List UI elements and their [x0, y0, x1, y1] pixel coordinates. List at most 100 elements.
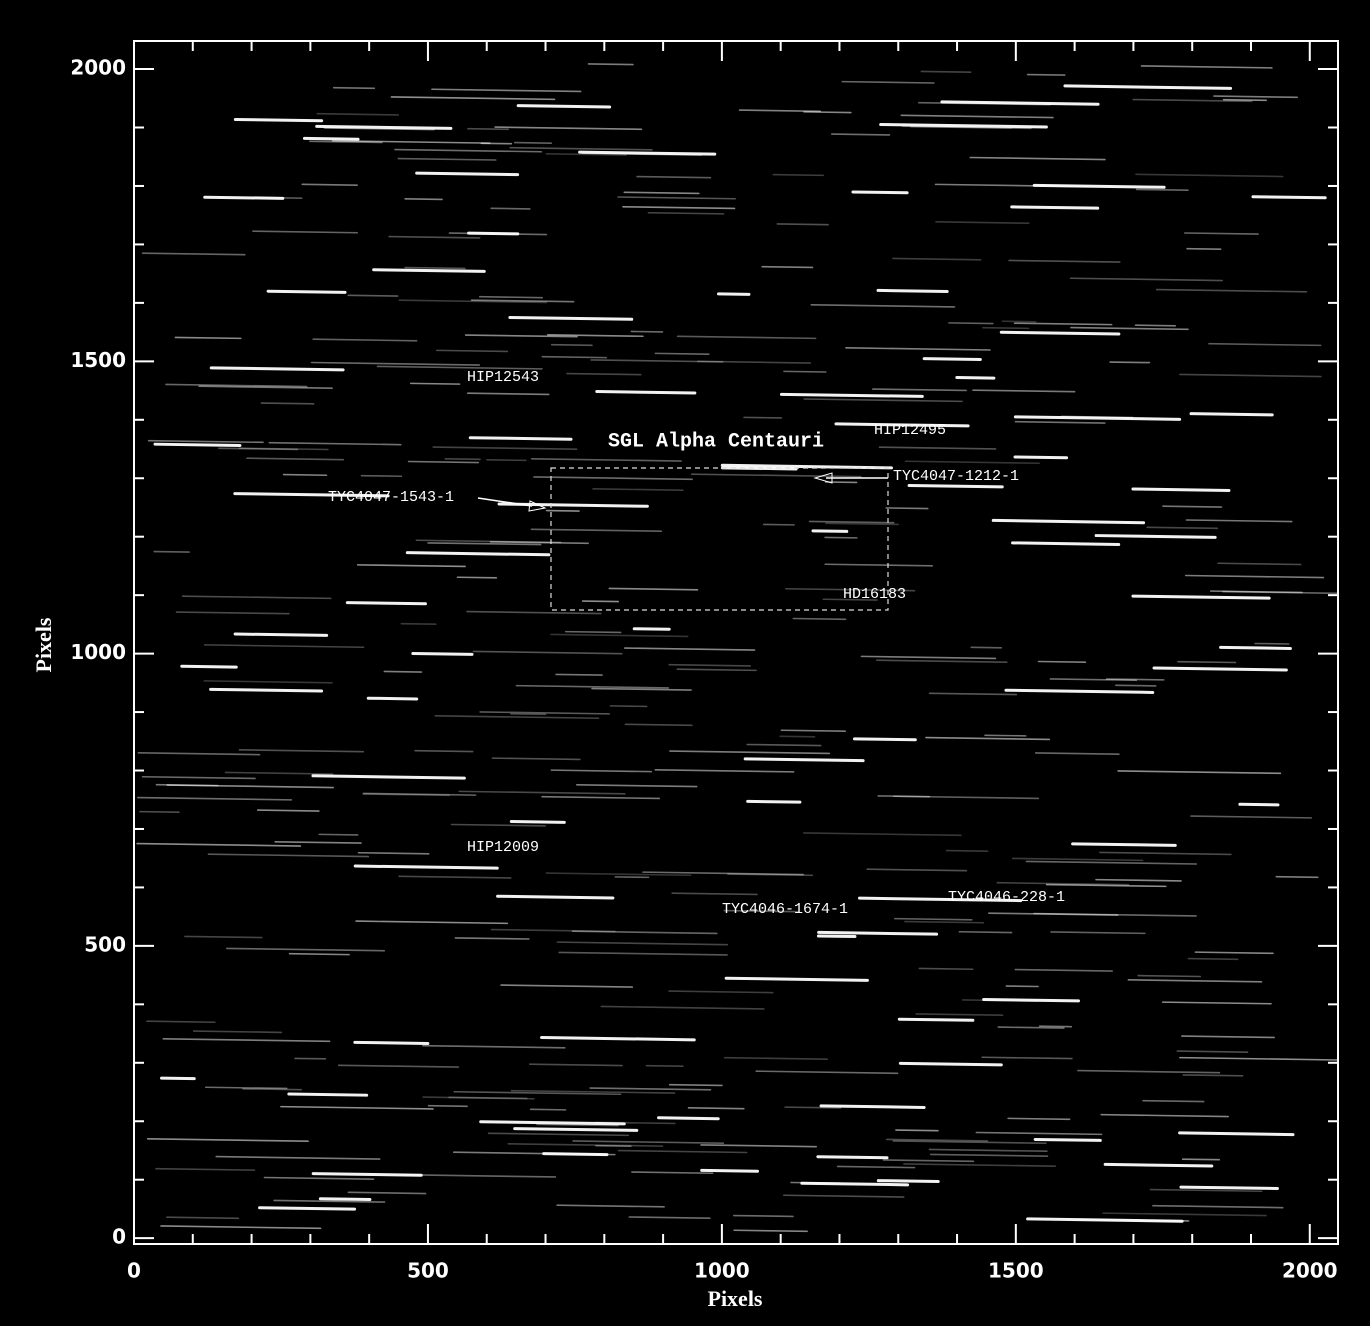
- streak: [654, 352, 710, 355]
- streak: [587, 63, 634, 66]
- streak: [816, 934, 857, 939]
- streak: [1152, 666, 1288, 672]
- streak: [1222, 98, 1267, 102]
- streak: [260, 402, 315, 405]
- streak: [155, 1167, 256, 1171]
- streak: [513, 1127, 639, 1132]
- streak: [516, 104, 612, 109]
- streak: [918, 967, 974, 971]
- streak: [1127, 978, 1263, 983]
- y-tick-label: 500: [84, 932, 126, 956]
- streak: [137, 752, 261, 756]
- streak: [1254, 642, 1290, 645]
- streak: [876, 659, 1008, 663]
- streak: [207, 853, 370, 858]
- streak: [434, 714, 600, 720]
- streak: [233, 492, 390, 498]
- streak: [834, 422, 970, 428]
- streak: [409, 382, 461, 385]
- streak: [238, 749, 365, 753]
- streak: [1178, 1131, 1295, 1137]
- streak: [388, 235, 481, 239]
- annotation: HIP12009: [467, 839, 539, 856]
- streak: [654, 768, 795, 773]
- streak: [572, 1140, 725, 1145]
- streak: [929, 1153, 1049, 1157]
- streak: [251, 196, 303, 199]
- streak: [955, 376, 996, 380]
- streak: [783, 370, 827, 373]
- streak: [1099, 851, 1232, 856]
- streak: [137, 796, 293, 801]
- y-tick-label: 1000: [70, 640, 126, 664]
- streak: [556, 941, 729, 946]
- streak: [555, 673, 603, 676]
- streak: [1032, 183, 1166, 189]
- streak: [571, 930, 718, 935]
- streak: [907, 484, 1004, 489]
- streak: [1117, 770, 1282, 775]
- streak: [595, 390, 697, 395]
- streak: [146, 1137, 309, 1143]
- streak: [1137, 974, 1202, 978]
- streak: [383, 670, 423, 673]
- streak: [1037, 660, 1087, 664]
- streak: [1134, 324, 1177, 327]
- streak: [785, 587, 916, 592]
- streak: [608, 587, 699, 591]
- streak: [845, 347, 991, 351]
- streak: [427, 542, 542, 546]
- streak: [878, 446, 997, 450]
- streak: [1014, 968, 1114, 972]
- streak: [631, 1171, 714, 1175]
- streak: [624, 647, 756, 651]
- streak: [1162, 505, 1223, 508]
- streak: [894, 917, 973, 921]
- streak: [312, 338, 418, 342]
- streak: [1102, 1212, 1267, 1217]
- streak: [668, 663, 752, 667]
- streak: [700, 1168, 759, 1173]
- streak: [592, 488, 684, 492]
- streak: [1275, 875, 1319, 879]
- streak: [282, 473, 328, 477]
- streak: [723, 1056, 828, 1061]
- streak: [1045, 883, 1167, 888]
- streak: [1187, 957, 1239, 961]
- streak: [784, 1106, 842, 1109]
- streak: [233, 632, 329, 637]
- streak: [755, 1070, 899, 1075]
- streak: [1011, 857, 1144, 862]
- streak: [453, 1090, 622, 1096]
- streak: [550, 343, 593, 347]
- streak: [1013, 415, 1182, 421]
- streak: [356, 564, 466, 568]
- streak: [1131, 594, 1271, 600]
- streak: [263, 1176, 375, 1180]
- streak: [1011, 541, 1121, 546]
- streak: [876, 1179, 940, 1184]
- streak: [252, 230, 359, 234]
- streak: [280, 1105, 434, 1110]
- streak: [246, 457, 345, 461]
- streak: [470, 299, 575, 303]
- streak: [215, 1155, 381, 1160]
- streak: [1103, 1162, 1214, 1168]
- streak: [530, 528, 663, 533]
- streak: [360, 474, 403, 478]
- streak: [390, 96, 556, 101]
- streak: [743, 416, 783, 419]
- streak: [397, 157, 497, 161]
- streak: [311, 1172, 423, 1177]
- streak: [1013, 455, 1069, 460]
- streak: [738, 109, 822, 113]
- streak: [595, 1144, 632, 1147]
- streak: [166, 1216, 240, 1220]
- streak: [302, 136, 360, 141]
- streak: [1190, 815, 1313, 819]
- streak: [331, 139, 491, 144]
- streak: [772, 173, 825, 177]
- streak: [415, 171, 520, 177]
- streak: [160, 1225, 322, 1230]
- streak: [147, 439, 264, 444]
